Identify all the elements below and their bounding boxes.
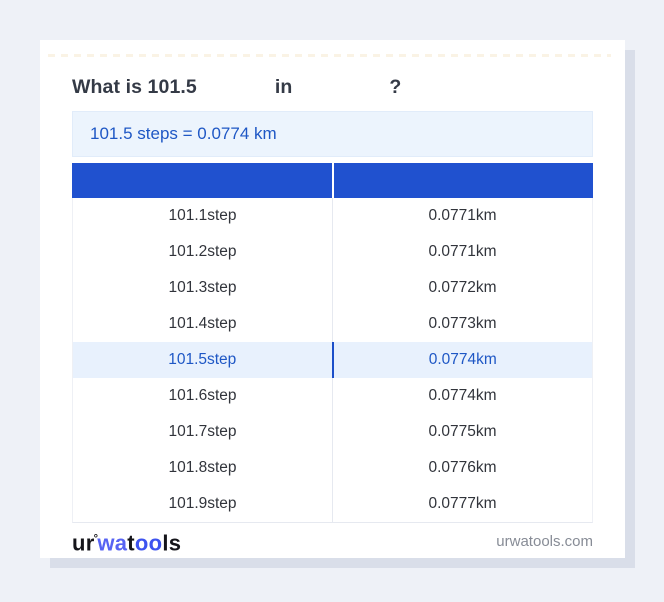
table-header-row <box>72 163 593 198</box>
table-row[interactable]: 101.7step 0.0775km <box>73 414 592 450</box>
logo-glasses-oo: oo <box>134 530 163 556</box>
website-url-text: urwatools.com <box>496 532 593 550</box>
logo-seg-ur: ur <box>72 530 95 556</box>
table-row[interactable]: 101.6step 0.0774km <box>73 378 592 414</box>
steps-cell: 101.1step <box>73 198 333 234</box>
table-row[interactable]: 101.2step 0.0771km <box>73 234 592 270</box>
table-row[interactable]: 101.3step 0.0772km <box>73 270 592 306</box>
steps-cell: 101.8step <box>73 450 333 486</box>
km-cell: 0.0775km <box>428 423 497 440</box>
conversion-table: 101.1step 0.0771km 101.2step 0.0771km 101.3s… <box>72 163 593 523</box>
table-row[interactable]: 101.8step 0.0776km <box>73 450 592 486</box>
steps-cell: 101.5step <box>73 342 334 378</box>
km-cell: 0.0771km <box>428 207 497 224</box>
table-header-km <box>334 163 594 198</box>
urwatools-logo[interactable]: ur°watools <box>72 528 181 554</box>
logo-seg-t: t <box>127 530 135 556</box>
conversion-table-body: 101.1step 0.0771km 101.2step 0.0771km 101.3s… <box>72 198 593 523</box>
table-row[interactable]: 101.9step 0.0777km <box>73 486 592 522</box>
km-cell: 0.0773km <box>428 315 497 332</box>
steps-cell: 101.4step <box>73 306 333 342</box>
km-cell: 0.0774km <box>428 387 497 404</box>
table-row[interactable]: 101.4step 0.0773km <box>73 306 592 342</box>
logo-degree-mark: ° <box>93 532 99 545</box>
title-connector: in <box>274 76 293 98</box>
card-footer: ur°watools urwatools.com <box>72 523 593 559</box>
steps-cell: 101.7step <box>73 414 333 450</box>
title-question-prefix: What is 101.5 <box>72 76 197 98</box>
km-cell: 0.0777km <box>428 495 497 512</box>
table-row-highlighted[interactable]: 101.5step 0.0774km <box>73 342 592 378</box>
table-header-steps <box>72 163 334 198</box>
title-question-mark: ? <box>389 76 402 98</box>
conversion-result-banner: 101.5 steps = 0.0774 km <box>72 111 593 157</box>
steps-cell: 101.6step <box>73 378 333 414</box>
page-title: What is 101.5 in? <box>72 75 593 99</box>
km-cell: 0.0774km <box>428 351 497 368</box>
conversion-result-text: 101.5 steps = 0.0774 km <box>90 124 277 143</box>
km-cell: 0.0771km <box>428 243 497 260</box>
converter-card: What is 101.5 in? 101.5 steps = 0.0774 km… <box>40 40 625 558</box>
logo-seg-ls: ls <box>162 530 182 556</box>
steps-cell: 101.3step <box>73 270 333 306</box>
card-content: What is 101.5 in? 101.5 steps = 0.0774 km… <box>40 75 625 559</box>
km-cell: 0.0776km <box>428 459 497 476</box>
steps-cell: 101.9step <box>73 486 333 522</box>
dashed-divider <box>48 54 611 57</box>
logo-seg-wa: wa <box>97 530 128 556</box>
steps-cell: 101.2step <box>73 234 333 270</box>
km-cell: 0.0772km <box>428 279 497 296</box>
table-row[interactable]: 101.1step 0.0771km <box>73 198 592 234</box>
